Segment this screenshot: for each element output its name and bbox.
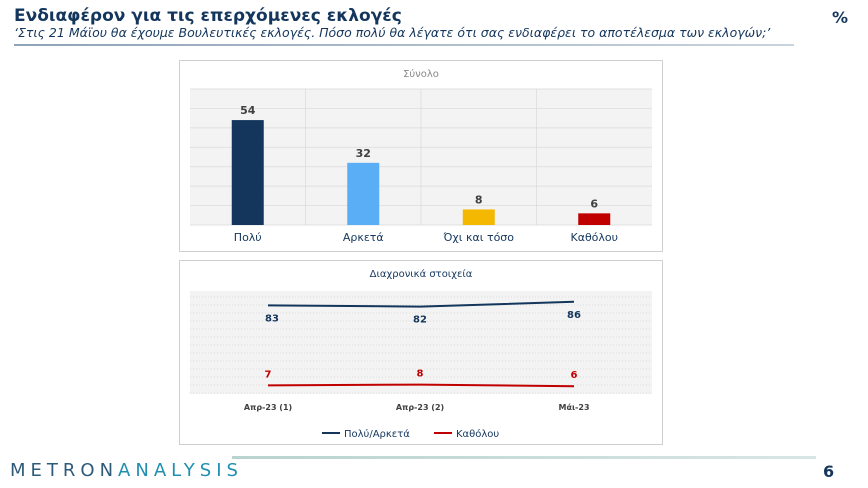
category-label: Όχι και τόσο [442,231,514,244]
data-label: 8 [417,369,424,380]
x-tick-label: Απρ-23 (2) [396,403,444,412]
metron-analysis-logo: METRONANALYSIS [10,460,243,481]
bar-value-label: 54 [240,104,256,117]
header-divider [14,44,794,46]
page-number: 6 [823,462,835,481]
bar-4 [578,213,611,225]
page-title: Ενδιαφέρον για τις επερχόμενες εκλογές [14,6,402,26]
legend-label: Καθόλου [456,428,499,440]
logo-part-1: METRON [10,460,119,481]
line-chart-panel: Διαχρονικά στοιχεία 83 82 86 7 8 6 Απρ-23 (1) Α… [179,260,663,445]
category-label: Πολύ [234,231,262,244]
line-chart-title: Διαχρονικά στοιχεία [370,268,473,280]
series-line-1 [267,300,575,308]
bar-value-label: 32 [356,147,371,160]
unit-label: % [832,8,849,27]
series-line-2 [267,383,575,388]
data-label: 6 [571,370,578,381]
bar-value-label: 6 [590,197,598,210]
question-subtitle: ‘Στις 21 Μάϊου θα έχουμε Βουλευτικές εκλ… [14,25,771,40]
bar-3 [462,209,495,225]
footer-divider [232,456,816,459]
data-label: 86 [567,310,581,321]
data-label: 83 [265,313,279,324]
category-label: Καθόλου [570,231,618,244]
bar-chart-panel: Σύνολο 54 Πολύ 32 Αρκετά 8 Όχι και τόσο 6 Καθόλ… [179,60,663,252]
data-label: 7 [265,369,272,380]
category-label: Αρκετά [343,231,384,244]
logo-part-2: ANALYSIS [118,460,243,481]
bar-value-label: 8 [475,193,483,206]
bar-2 [347,162,380,225]
data-label: 82 [413,315,427,326]
legend-label: Πολύ/Αρκετά [344,428,410,440]
bar-1 [231,120,264,225]
x-tick-label: Απρ-23 (1) [244,403,292,412]
bar-chart-title: Σύνολο [403,68,439,80]
bar-chart: Σύνολο 54 Πολύ 32 Αρκετά 8 Όχι και τόσο 6 Καθόλ… [190,68,652,244]
x-tick-label: Μάι-23 [558,403,589,412]
